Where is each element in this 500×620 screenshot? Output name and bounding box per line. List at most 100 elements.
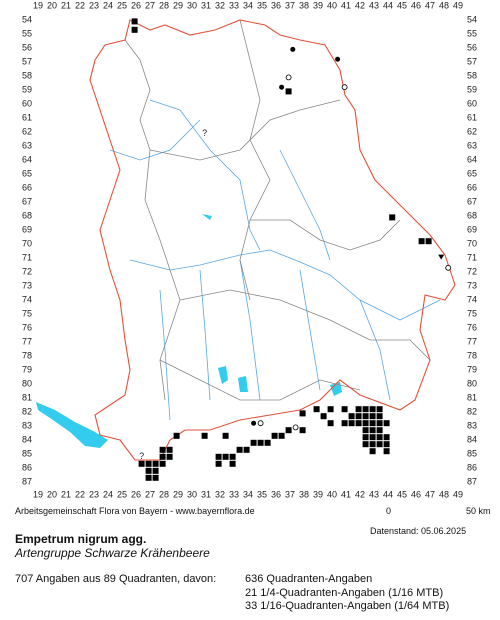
record-square [362, 406, 369, 413]
count-line: 636 Quadranten-Angaben [245, 573, 373, 585]
column-label: 40 [327, 0, 337, 10]
record-triangle [438, 254, 445, 260]
column-label: 40 [327, 489, 337, 499]
map: 19 19 20 20 21 21 22 22 23 23 24 24 25 25 26 26 27 27 28 28… [22, 0, 477, 499]
column-label: 30 [187, 0, 197, 10]
district-borders [124, 19, 431, 401]
column-label: 20 [47, 489, 57, 499]
record-square [145, 467, 152, 474]
row-label: 84 [467, 434, 477, 444]
record-square [166, 446, 173, 453]
record-square [166, 453, 173, 460]
row-label: 57 [22, 56, 32, 66]
column-label: 47 [425, 489, 435, 499]
column-label: 41 [341, 489, 351, 499]
record-square [152, 460, 159, 467]
column-label: 38 [299, 0, 309, 10]
record-square [159, 453, 166, 460]
row-label: 77 [467, 336, 477, 346]
record-square [236, 446, 243, 453]
record-square [327, 420, 334, 427]
row-label: 66 [467, 182, 477, 192]
record-dot [251, 420, 257, 426]
column-label: 24 [103, 489, 113, 499]
row-label: 65 [467, 168, 477, 178]
row-label: 80 [467, 378, 477, 388]
row-label: 62 [22, 126, 32, 136]
row-label: 59 [467, 84, 477, 94]
record-circle [341, 84, 348, 91]
record-square [389, 214, 396, 221]
record-square [285, 427, 292, 434]
column-label: 43 [369, 489, 379, 499]
record-square [278, 432, 285, 439]
row-label: 87 [22, 476, 32, 486]
credit: Arbeitsgemeinschaft Flora von Bayern - w… [15, 506, 255, 516]
record-square [341, 406, 348, 413]
column-label: 36 [271, 0, 281, 10]
record-square [229, 453, 236, 460]
record-square [243, 446, 250, 453]
column-label: 29 [173, 489, 183, 499]
record-circle [292, 424, 299, 431]
record-square [376, 441, 383, 448]
row-label: 65 [22, 168, 32, 178]
row-label: 60 [467, 98, 477, 108]
row-label: 56 [467, 42, 477, 52]
row-label: 82 [22, 406, 32, 416]
column-label: 43 [369, 0, 379, 10]
column-label: 45 [397, 0, 407, 10]
row-label: 61 [467, 112, 477, 122]
row-label: 77 [22, 336, 32, 346]
record-circle [285, 74, 292, 81]
record-square [376, 427, 383, 434]
row-label: 81 [467, 392, 477, 402]
record-square [376, 420, 383, 427]
column-label: 35 [257, 489, 267, 499]
record-square [348, 413, 355, 420]
row-label: 72 [467, 266, 477, 276]
row-label: 85 [467, 448, 477, 458]
record-square [376, 406, 383, 413]
record-circle [257, 420, 264, 427]
row-label: 86 [467, 462, 477, 472]
column-label: 29 [173, 0, 183, 10]
row-label: 73 [467, 280, 477, 290]
column-label: 35 [257, 0, 267, 10]
row-label: 76 [22, 322, 32, 332]
row-label: 80 [22, 378, 32, 388]
column-label: 21 [61, 489, 71, 499]
column-label: 34 [243, 0, 253, 10]
column-label: 47 [425, 0, 435, 10]
row-label: 64 [467, 154, 477, 164]
uncertain-record: ? [139, 451, 144, 461]
record-square [320, 413, 327, 420]
column-label: 46 [411, 0, 421, 10]
row-label: 63 [22, 140, 32, 150]
species-name: Empetrum nigrum agg. [15, 532, 147, 546]
record-square [152, 467, 159, 474]
column-label: 37 [285, 0, 295, 10]
row-label: 74 [22, 294, 32, 304]
column-label: 44 [383, 489, 393, 499]
record-square [355, 420, 362, 427]
record-square [152, 474, 159, 481]
row-label: 75 [22, 308, 32, 318]
record-square [369, 427, 376, 434]
column-label: 26 [131, 0, 141, 10]
column-label: 25 [117, 0, 127, 10]
column-label: 28 [159, 0, 169, 10]
count-line: 33 1/16-Quadranten-Angaben (1/64 MTB) [245, 600, 450, 612]
record-square [257, 439, 264, 446]
column-label: 49 [453, 0, 463, 10]
row-label: 69 [22, 224, 32, 234]
column-label: 24 [103, 0, 113, 10]
record-square [215, 453, 222, 460]
record-square [299, 410, 306, 417]
record-square [229, 460, 236, 467]
column-label: 39 [313, 489, 323, 499]
column-label: 38 [299, 489, 309, 499]
column-label: 30 [187, 489, 197, 499]
row-label: 81 [22, 392, 32, 402]
